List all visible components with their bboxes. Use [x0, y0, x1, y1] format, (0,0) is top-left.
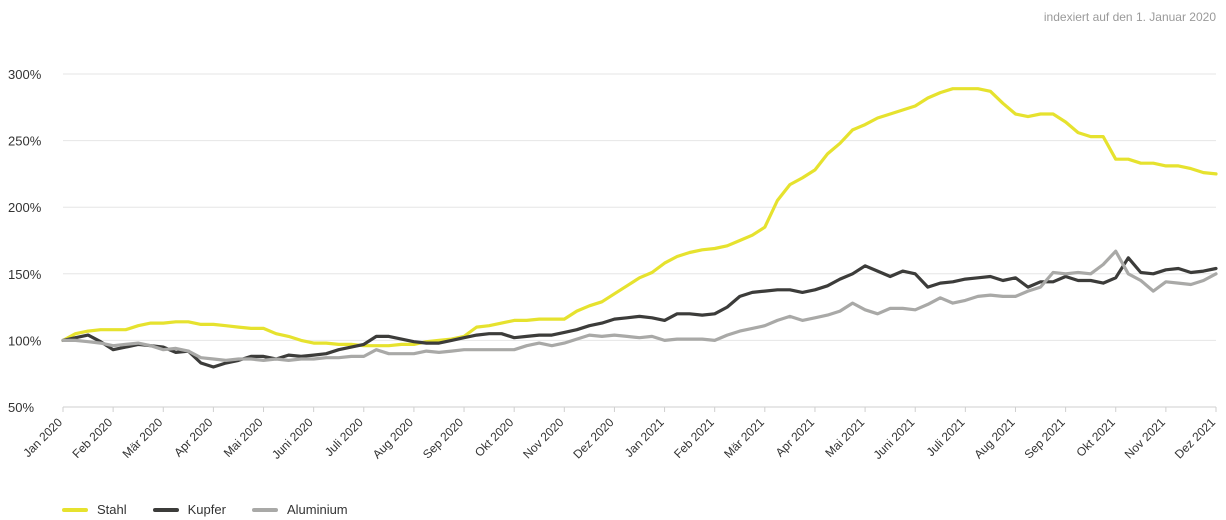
x-tick-label: Mär 2020: [120, 415, 166, 461]
y-tick-label: 200%: [8, 200, 42, 215]
legend-swatch-kupfer: [152, 507, 179, 512]
y-tick-label: 50%: [8, 400, 34, 415]
legend-item-stahl: Stahl: [62, 502, 127, 517]
x-tick-label: Juni 2020: [269, 415, 316, 462]
x-tick-label: Okt 2021: [1074, 415, 1119, 460]
series-line-aluminium: [61, 249, 1218, 362]
series-line-stahl: [61, 87, 1218, 348]
x-tick-label: Aug 2021: [971, 415, 1017, 461]
x-tick-label: Mai 2020: [221, 415, 266, 460]
x-tick-label: Apr 2020: [171, 415, 216, 460]
x-tick-label: Aug 2020: [370, 415, 416, 461]
x-tick-label: Sep 2021: [1021, 415, 1067, 461]
y-tick-label: 150%: [8, 267, 42, 282]
x-tick-label: Mai 2021: [822, 415, 867, 460]
series-lines: [61, 87, 1218, 369]
legend-swatch-aluminium: [251, 507, 278, 512]
x-tick-label: Feb 2020: [69, 415, 115, 461]
x-tick-label: Feb 2021: [671, 415, 717, 461]
x-tick-label: Juli 2021: [924, 415, 968, 459]
y-tick-label: 250%: [8, 134, 42, 149]
legend-label-kupfer: Kupfer: [187, 502, 226, 517]
x-tick-label: Dez 2021: [1172, 415, 1218, 461]
x-tick-label: Jan 2021: [622, 415, 667, 460]
chart-subtitle: indexiert auf den 1. Januar 2020: [1043, 10, 1216, 24]
legend-label-aluminium: Aluminium: [286, 502, 348, 517]
grid-lines: [63, 73, 1216, 408]
legend-item-kupfer: Kupfer: [152, 502, 226, 517]
chart-legend: Stahl Kupfer Aluminium: [62, 502, 348, 517]
x-tick-label: Okt 2020: [472, 415, 517, 460]
x-tick-label: Nov 2020: [520, 415, 566, 461]
line-chart: 50% 100% 150% 200% 250% 300% Jan 2020 Feb 2020…: [8, 67, 1218, 462]
x-axis-ticks: Jan 2020 Feb 2020 Mär 2020 Apr 2020 Mai 2020…: [20, 407, 1218, 462]
x-tick-label: Jan 2020: [20, 415, 65, 460]
x-tick-label: Juli 2020: [322, 415, 366, 459]
x-tick-label: Dez 2020: [570, 415, 616, 461]
legend-label-stahl: Stahl: [97, 502, 127, 517]
x-tick-label: Sep 2020: [420, 415, 466, 461]
x-tick-label: Apr 2021: [773, 415, 818, 460]
series-line-kupfer: [61, 256, 1218, 369]
x-tick-label: Nov 2021: [1122, 415, 1168, 461]
y-tick-label: 300%: [8, 67, 42, 82]
y-axis-ticks: 50% 100% 150% 200% 250% 300%: [8, 67, 42, 415]
x-tick-label: Mär 2021: [721, 415, 767, 461]
legend-item-aluminium: Aluminium: [251, 502, 348, 517]
legend-swatch-stahl: [62, 507, 88, 512]
y-tick-label: 100%: [8, 333, 42, 348]
x-tick-label: Juni 2021: [871, 415, 918, 462]
